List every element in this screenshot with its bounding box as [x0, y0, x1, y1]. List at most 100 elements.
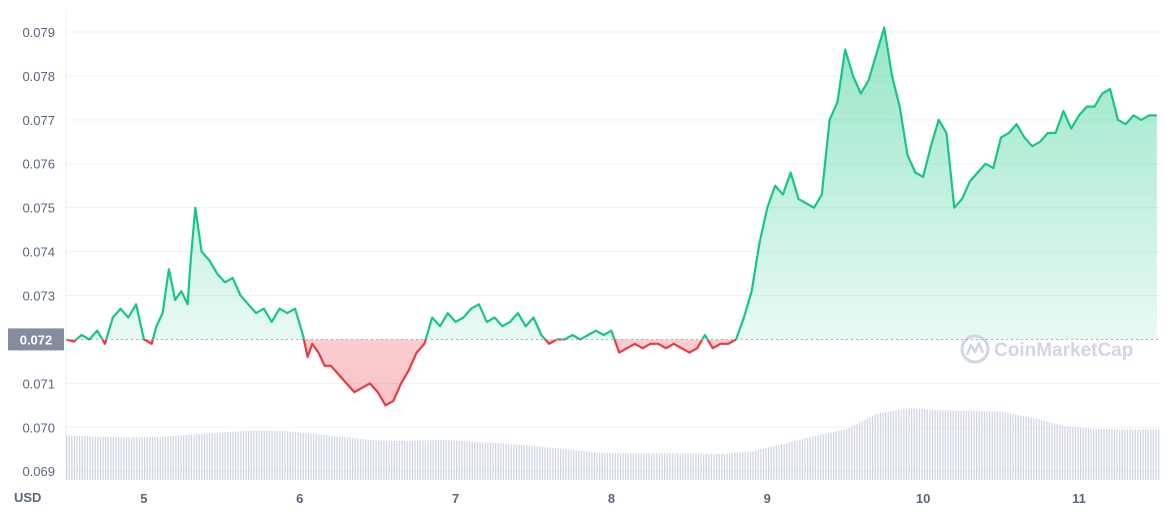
reference-badge-label: 0.072: [20, 332, 53, 347]
volume-bar: [211, 433, 213, 480]
volume-bar: [521, 445, 523, 480]
volume-bar: [848, 427, 850, 480]
volume-bar: [905, 408, 908, 480]
volume-bar: [1142, 429, 1144, 480]
volume-bar: [554, 448, 557, 480]
volume-bar: [68, 435, 70, 480]
volume-bar: [989, 411, 991, 480]
volume-bar: [1134, 429, 1136, 480]
volume-bar: [107, 437, 109, 480]
volume-bar: [632, 453, 635, 480]
volume-bar: [1100, 429, 1103, 480]
volume-bar: [344, 437, 346, 480]
volume-bar: [916, 408, 918, 480]
volume-bar: [682, 453, 684, 480]
volume-bar: [245, 430, 247, 480]
unit-label: USD: [14, 490, 41, 505]
volume-bar: [843, 429, 845, 480]
volume-bar: [339, 436, 341, 480]
volume-bar: [502, 443, 505, 480]
volume-bar: [242, 431, 245, 480]
volume-bar: [801, 439, 804, 480]
volume-bar: [456, 440, 458, 480]
volume-bar: [448, 440, 450, 480]
volume-bar: [419, 440, 421, 480]
volume-bar: [1056, 424, 1058, 480]
volume-bar: [515, 444, 518, 480]
volume-bar: [734, 452, 736, 480]
volume-bar: [450, 440, 453, 480]
volume-bar: [1098, 428, 1100, 480]
volume-bar: [791, 441, 793, 480]
volume-bar: [367, 439, 369, 480]
volume-bar: [903, 408, 905, 480]
reference-badge-box: [8, 328, 64, 351]
volume-bar: [887, 411, 889, 480]
volume-bar: [349, 437, 351, 480]
volume-bar: [432, 440, 434, 480]
volume-bar: [684, 453, 687, 480]
volume-bar: [957, 410, 960, 480]
volume-bar: [578, 450, 580, 480]
volume-bar: [1046, 421, 1048, 480]
volume-bar: [890, 411, 892, 480]
x-tick-label: 7: [452, 491, 459, 506]
volume-bar: [809, 437, 811, 480]
volume-bar: [461, 441, 463, 480]
volume-bar: [198, 434, 200, 480]
volume-bar: [99, 436, 102, 480]
volume-bar: [994, 411, 996, 480]
volume-bar: [996, 411, 999, 480]
volume-bar: [708, 453, 710, 480]
volume-bar: [170, 436, 172, 480]
volume-bar: [1132, 429, 1134, 480]
volume-bar: [289, 431, 291, 480]
volume-bar: [812, 436, 814, 480]
volume-bar: [370, 439, 372, 480]
volume-bar: [406, 441, 408, 480]
volume-bar: [1038, 419, 1040, 480]
volume-bar: [926, 409, 928, 480]
volume-bar: [697, 453, 700, 480]
volume-bar: [79, 435, 81, 480]
volume-bar: [154, 436, 156, 480]
volume-bar: [879, 413, 882, 480]
volume-bar: [817, 435, 819, 480]
volume-bar: [141, 437, 143, 480]
volume-bar: [1077, 427, 1079, 480]
volume-bar: [885, 412, 887, 480]
volume-bar: [1129, 429, 1131, 480]
volume-bar: [307, 433, 310, 480]
y-tick-label: 0.075: [22, 201, 55, 216]
volume-bar: [1015, 414, 1017, 480]
volume-bar: [518, 444, 520, 480]
volume-bar: [983, 411, 986, 480]
volume-bar: [411, 440, 414, 480]
volume-bar: [331, 435, 333, 480]
volume-bar: [396, 440, 398, 480]
volume-bar: [206, 433, 208, 480]
volume-bar: [583, 451, 585, 480]
volume-bars: [66, 408, 1160, 480]
volume-bar: [1028, 417, 1030, 480]
volume-bar: [617, 453, 619, 480]
volume-bar: [723, 453, 726, 480]
volume-bar: [1085, 428, 1087, 480]
volume-bar: [417, 440, 419, 480]
volume-bar: [1012, 413, 1014, 480]
volume-bar: [752, 451, 754, 480]
volume-bar: [136, 437, 138, 480]
volume-bar: [229, 431, 232, 480]
volume-bar: [679, 453, 681, 480]
volume-bar: [713, 453, 715, 480]
volume-bar: [882, 412, 884, 480]
volume-bar: [73, 435, 76, 480]
volume-bar: [781, 444, 783, 480]
volume-bar: [341, 436, 343, 480]
volume-bar: [380, 440, 382, 480]
volume-bar: [952, 410, 954, 480]
grid-lines: [65, 10, 1160, 480]
volume-bar: [705, 453, 707, 480]
volume-bar: [112, 437, 115, 480]
volume-bar: [271, 430, 273, 480]
